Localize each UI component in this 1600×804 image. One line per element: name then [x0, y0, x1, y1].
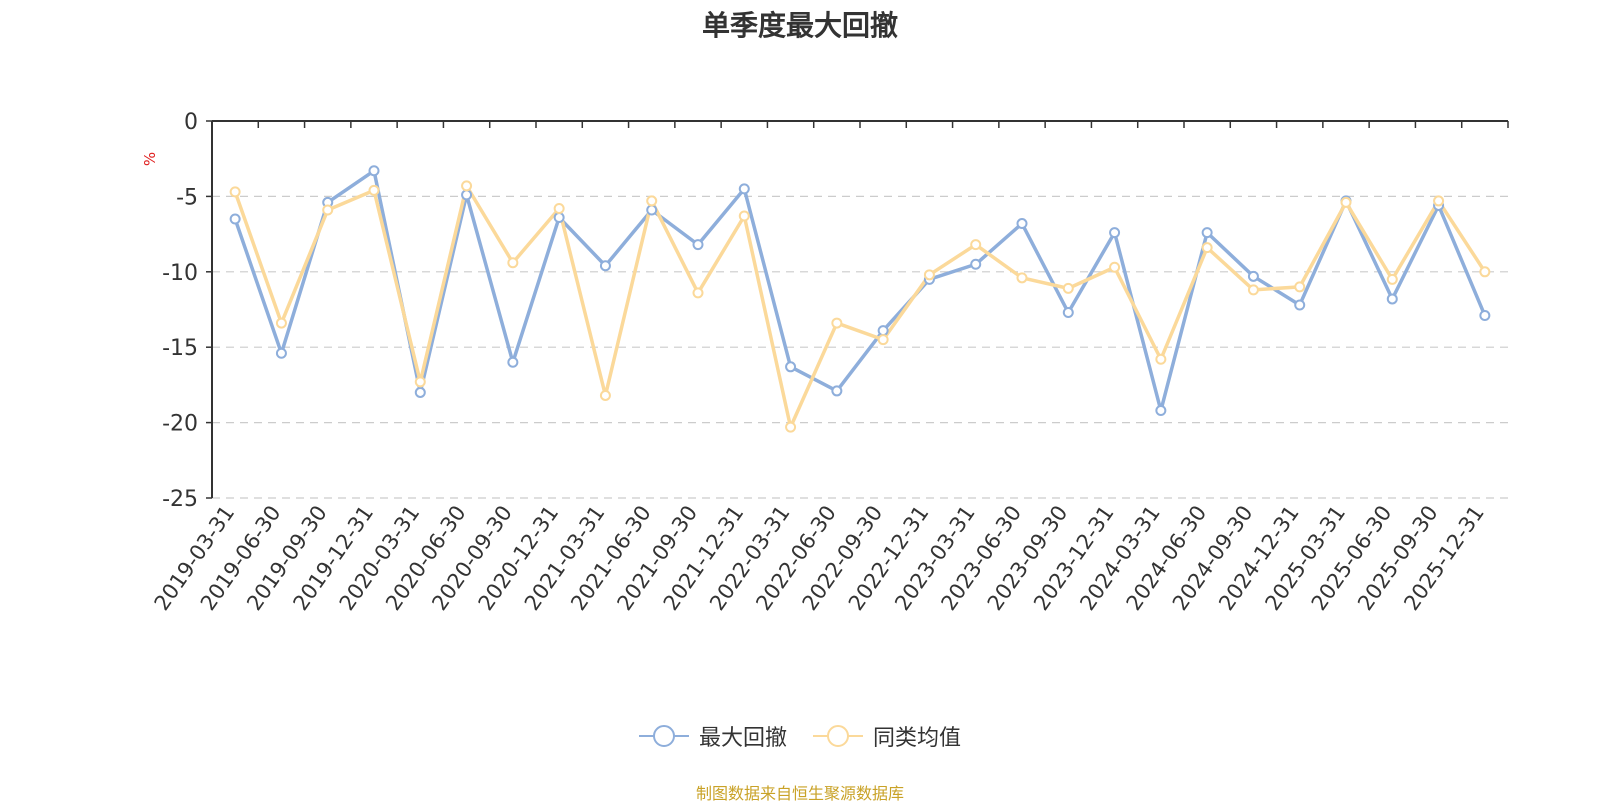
series-1-point — [785, 361, 797, 373]
legend-marker-series-1 — [638, 725, 689, 747]
series-1-point — [1201, 227, 1213, 239]
source-note: 制图数据来自恒生聚源数据库 — [695, 784, 904, 803]
series-2-point — [553, 202, 565, 214]
series-2-point — [1155, 353, 1167, 365]
line-chart: 0-5-10-15-20-252019-03-312019-06-302019-… — [150, 110, 1509, 615]
series-1-point — [692, 239, 704, 251]
series-2-point — [1386, 273, 1398, 285]
y-tick-label: 0 — [184, 110, 198, 135]
series-2-point — [785, 421, 797, 433]
series-2-point — [831, 317, 843, 329]
legend-label-series-1: 最大回撤 — [698, 726, 787, 751]
y-tick-label: -20 — [162, 412, 198, 437]
series-1-point — [646, 204, 658, 216]
series-2-point — [1340, 196, 1352, 208]
series-1-point — [1109, 227, 1121, 239]
legend: 最大回撤 同类均值 — [0, 720, 1600, 752]
series-1-point — [970, 258, 982, 270]
series-1-point — [1294, 299, 1306, 311]
series-line-2 — [233, 184, 1487, 429]
series-1-point — [414, 386, 426, 398]
series-2-point — [229, 186, 241, 198]
series-2-point — [599, 389, 611, 401]
series-1-point — [831, 385, 843, 397]
legend-label-series-2: 同类均值 — [873, 726, 962, 751]
series-2-point — [1433, 195, 1445, 207]
series-2-point — [923, 269, 935, 281]
series-1-point — [877, 325, 889, 337]
legend-marker-series-2 — [813, 725, 863, 747]
series-1-point — [738, 183, 750, 195]
y-tick-label: -10 — [162, 261, 198, 286]
series-1-point — [1386, 293, 1398, 305]
series-1-point — [1062, 307, 1074, 319]
series-2-point — [461, 180, 473, 192]
legend-item-series-1[interactable]: 最大回撤 — [638, 720, 787, 752]
series-1-point — [1479, 310, 1491, 322]
series-2-point — [507, 257, 519, 269]
series-1-point — [507, 356, 519, 368]
series-2-point — [1016, 272, 1028, 284]
y-tick-label: -5 — [176, 185, 198, 210]
series-1-point — [368, 165, 380, 177]
series-2-point — [1201, 242, 1213, 254]
series-2-point — [414, 376, 426, 388]
series-2-point — [275, 317, 287, 329]
series-1-point — [229, 213, 241, 225]
series-1-point — [461, 189, 473, 201]
series-2-point — [322, 204, 334, 216]
series-2-point — [970, 239, 982, 251]
series-2-point — [1479, 266, 1491, 278]
series-2-point — [738, 210, 750, 222]
series-2-point — [1294, 281, 1306, 293]
series-1-point — [1016, 218, 1028, 230]
series-2-point — [692, 287, 704, 299]
series-1-point — [553, 212, 565, 224]
series-2-point — [1109, 261, 1121, 273]
chart-title: 单季度最大回撤 — [701, 9, 898, 42]
series-2-point — [646, 195, 658, 207]
series-2-point — [368, 184, 380, 196]
series-1-point — [599, 260, 611, 272]
y-tick-label: -25 — [162, 487, 198, 512]
series-2-point — [1247, 284, 1259, 296]
series-line-1 — [233, 169, 1487, 413]
series-1-point — [1247, 270, 1259, 282]
series-1-point — [1155, 405, 1167, 417]
legend-item-series-2[interactable]: 同类均值 — [813, 720, 961, 752]
series-1-point — [275, 347, 287, 359]
y-tick-label: -15 — [162, 336, 198, 361]
series-2-point — [877, 334, 889, 346]
series-2-point — [1062, 282, 1074, 294]
